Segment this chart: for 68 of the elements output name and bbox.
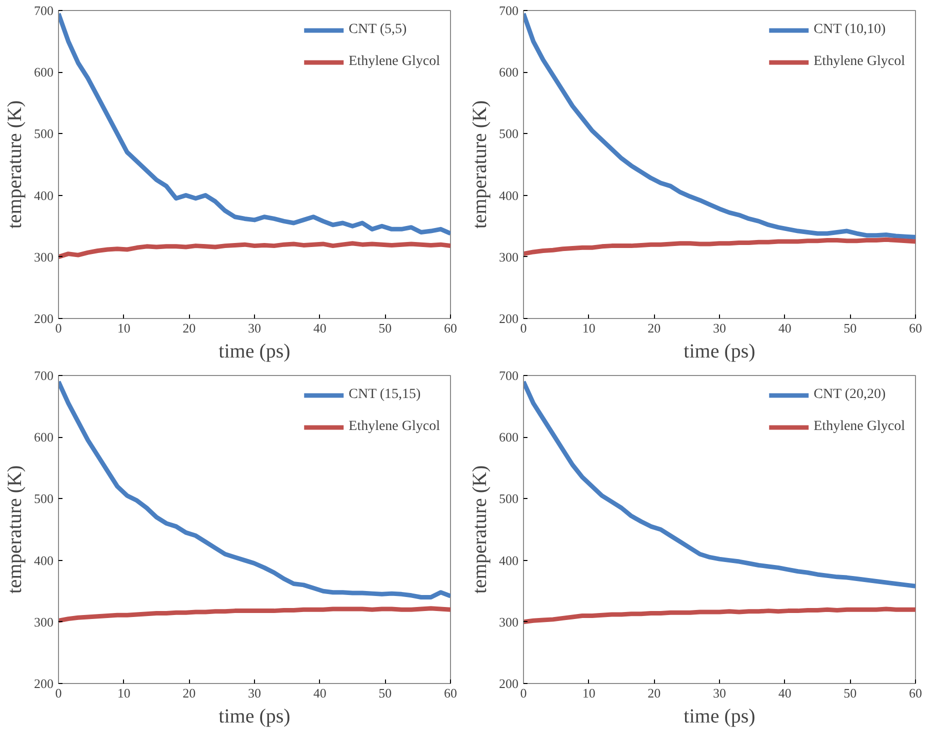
y-tick-label: 400	[499, 188, 518, 203]
x-tick-label: 40	[778, 320, 792, 336]
y-tick-label: 200	[499, 311, 518, 326]
y-tick-label: 600	[34, 430, 54, 445]
y-tick-label: 600	[499, 64, 518, 80]
y-axis-title: temperature (K)	[4, 100, 26, 229]
y-tick-label: 400	[499, 552, 518, 568]
x-tick-label: 30	[248, 320, 261, 336]
x-tick-label: 60	[909, 686, 922, 700]
y-tick-label: 300	[34, 249, 54, 264]
x-tick-label: 40	[313, 686, 326, 700]
x-tick-label: 60	[444, 320, 457, 336]
y-tick-label: 500	[499, 491, 518, 506]
y-axis-title: temperature (K)	[469, 465, 491, 594]
x-tick-label: 20	[648, 686, 661, 700]
legend-label: Ethylene Glycol	[814, 54, 905, 70]
y-axis-title: temperature (K)	[4, 465, 26, 594]
x-tick-label: 30	[248, 686, 261, 700]
y-tick-label: 700	[34, 368, 54, 383]
legend-label: Ethylene Glycol	[348, 419, 440, 435]
x-tick-label: 20	[182, 320, 196, 336]
y-tick-label: 300	[34, 614, 54, 630]
y-tick-label: 600	[499, 430, 518, 445]
legend-label: CNT (20,20)	[814, 387, 886, 403]
x-tick-label: 0	[520, 686, 527, 700]
x-tick-label: 50	[378, 320, 392, 336]
y-tick-label: 200	[34, 311, 54, 326]
y-axis-title: temperature (K)	[469, 100, 491, 229]
y-tick-label: 500	[34, 126, 54, 142]
y-tick-label: 500	[34, 491, 54, 506]
x-tick-label: 20	[182, 686, 196, 700]
x-tick-label: 10	[582, 686, 596, 700]
legend-label: CNT (10,10)	[814, 22, 886, 38]
x-axis-title: time (ps)	[218, 706, 290, 728]
x-tick-label: 60	[444, 686, 457, 700]
y-tick-label: 700	[34, 3, 54, 18]
x-tick-label: 0	[520, 320, 527, 336]
y-tick-label: 500	[499, 126, 518, 142]
x-axis-title: time (ps)	[684, 706, 756, 728]
x-tick-label: 50	[844, 320, 857, 336]
x-tick-label: 30	[713, 686, 726, 700]
y-tick-label: 600	[34, 64, 54, 80]
y-tick-label: 300	[499, 249, 518, 264]
x-axis-title: time (ps)	[684, 340, 756, 362]
y-tick-label: 200	[34, 676, 54, 691]
x-tick-label: 40	[778, 686, 792, 700]
x-tick-label: 30	[713, 320, 726, 336]
y-tick-label: 300	[499, 614, 518, 630]
x-tick-label: 0	[55, 686, 62, 700]
x-tick-label: 10	[117, 320, 130, 336]
x-tick-label: 40	[313, 320, 326, 336]
x-tick-label: 50	[378, 686, 392, 700]
legend-label: Ethylene Glycol	[348, 54, 440, 70]
legend-label: CNT (5,5)	[348, 22, 407, 38]
x-tick-label: 20	[648, 320, 661, 336]
legend-label: CNT (15,15)	[348, 387, 421, 403]
x-tick-label: 10	[582, 320, 596, 336]
x-tick-label: 10	[117, 686, 130, 700]
y-tick-label: 400	[34, 552, 54, 568]
x-tick-label: 60	[909, 320, 922, 336]
x-tick-label: 0	[55, 320, 62, 336]
y-tick-label: 700	[499, 368, 518, 383]
y-tick-label: 700	[499, 3, 518, 18]
x-tick-label: 50	[844, 686, 857, 700]
y-tick-label: 400	[34, 188, 54, 203]
x-axis-title: time (ps)	[218, 340, 290, 362]
y-tick-label: 200	[499, 676, 518, 691]
legend-label: Ethylene Glycol	[814, 419, 905, 435]
